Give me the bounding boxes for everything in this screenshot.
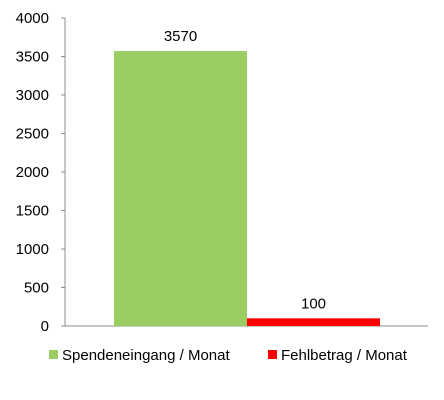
legend-label-fehlbetrag: Fehlbetrag / Monat [281,347,408,364]
y-tick-label: 1500 [16,203,49,220]
data-label-spendeneingang: 3570 [164,28,197,45]
bar-spendeneingang [114,51,247,327]
bars [114,51,380,327]
y-tick-label: 3000 [16,87,49,104]
data-labels: 3570 100 [164,28,326,312]
bar-fehlbetrag [247,318,380,326]
y-tick-label: 500 [24,280,49,297]
y-tick-label: 2000 [16,164,49,181]
legend-swatch-spendeneingang [49,350,58,359]
legend-swatch-fehlbetrag [268,350,277,359]
legend: Spendeneingang / Monat Fehlbetrag / Monat [49,347,408,364]
y-tick-label: 2500 [16,126,49,143]
y-tick-label: 3500 [16,49,49,66]
y-tick-label: 4000 [16,10,49,27]
y-tick-label: 1000 [16,241,49,258]
data-label-fehlbetrag: 100 [301,295,326,312]
y-axis: 0 500 1000 1500 2000 2500 3000 3500 4000 [16,10,428,335]
legend-label-spendeneingang: Spendeneingang / Monat [62,347,230,364]
y-tick-label: 0 [41,318,49,335]
